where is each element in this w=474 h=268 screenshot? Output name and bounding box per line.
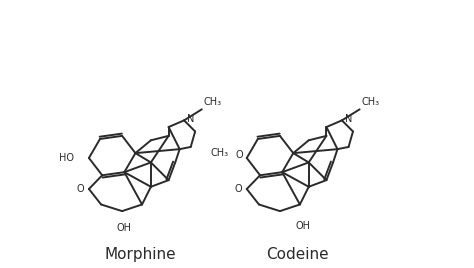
Text: OH: OH [296, 221, 310, 231]
Text: CH₃: CH₃ [203, 97, 221, 107]
Text: N: N [187, 114, 195, 124]
Text: CH₃: CH₃ [211, 148, 229, 158]
Text: Codeine: Codeine [266, 247, 329, 262]
Text: HO: HO [59, 153, 74, 163]
Text: O: O [76, 184, 84, 194]
Text: O: O [234, 184, 242, 194]
Text: O: O [236, 150, 244, 160]
Text: Morphine: Morphine [104, 247, 176, 262]
Text: CH₃: CH₃ [361, 97, 379, 107]
Text: N: N [345, 114, 353, 124]
Text: OH: OH [117, 223, 132, 233]
